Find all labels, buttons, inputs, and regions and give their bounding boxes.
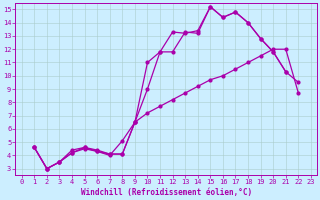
X-axis label: Windchill (Refroidissement éolien,°C): Windchill (Refroidissement éolien,°C)	[81, 188, 252, 197]
